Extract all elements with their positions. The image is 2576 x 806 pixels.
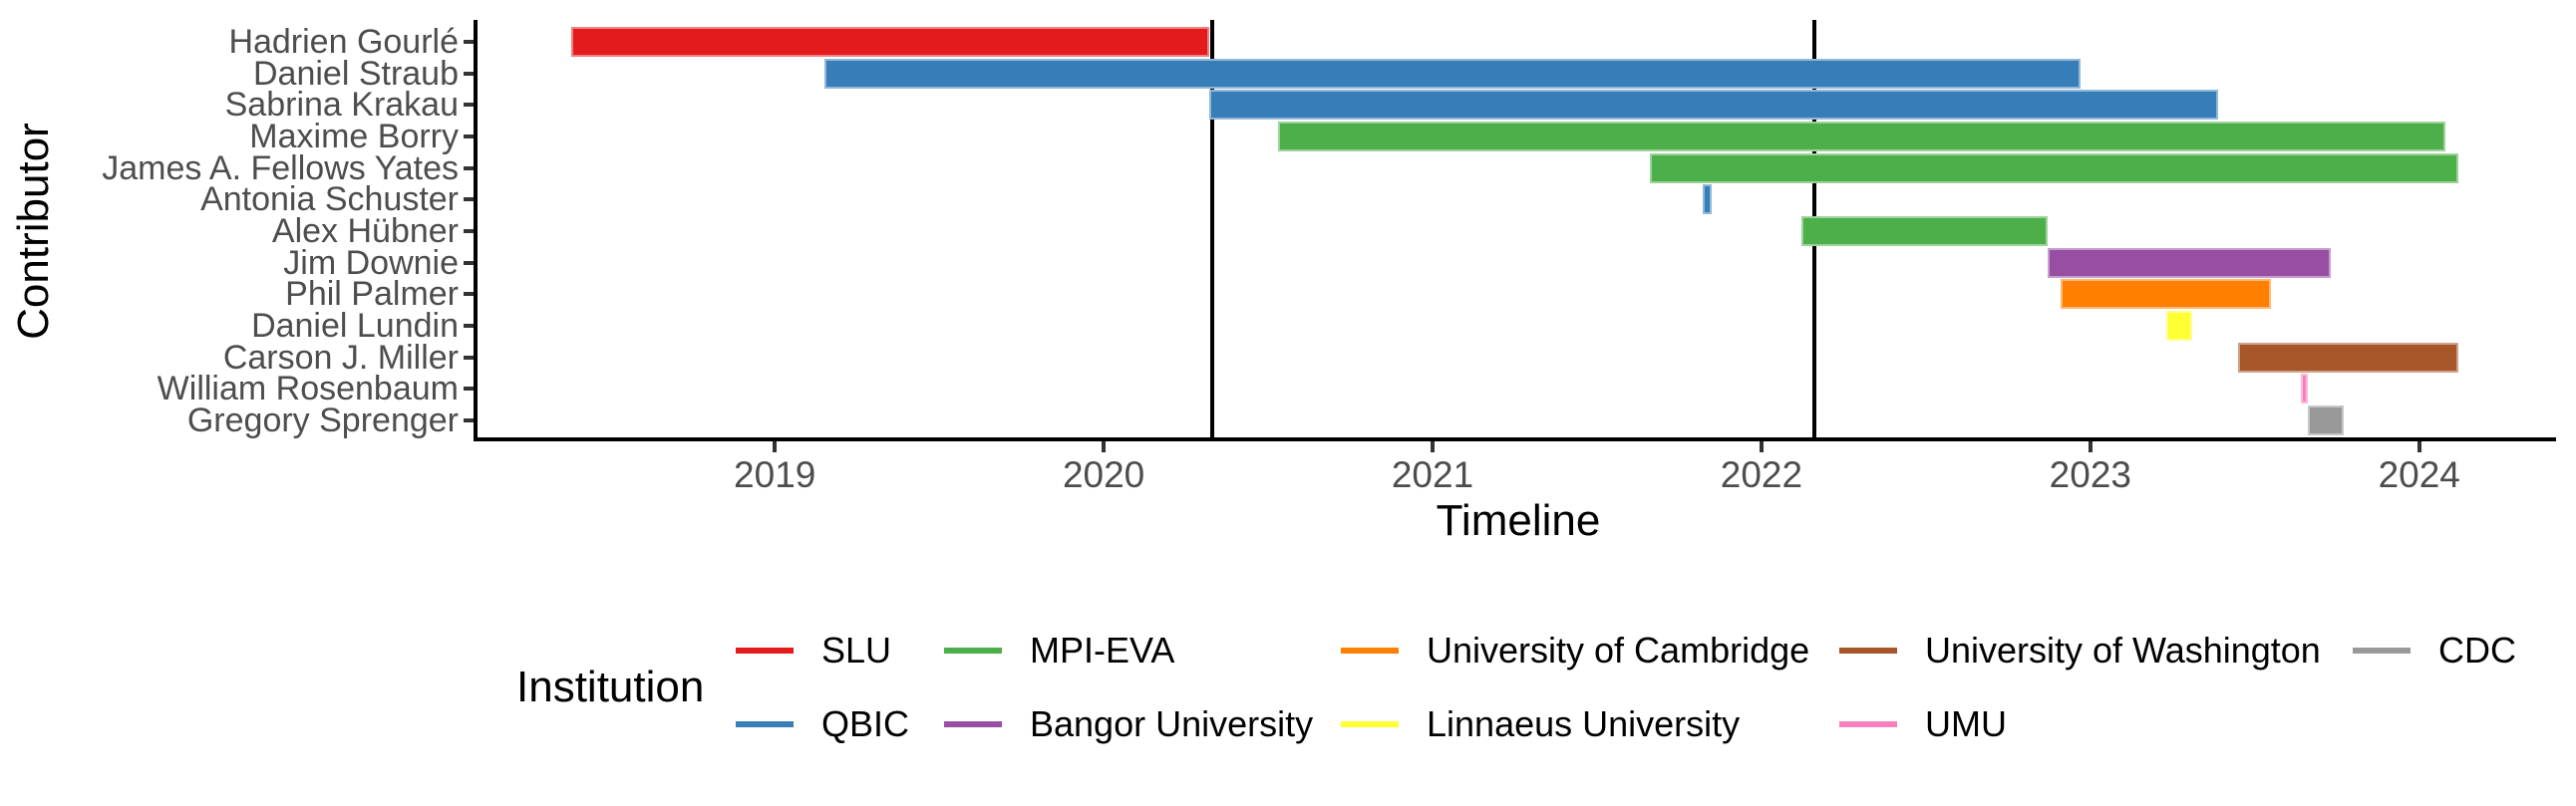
legend-label: SLU [821, 630, 892, 671]
contributor-label: Hadrien Gourlé [228, 23, 459, 61]
legend-key [1341, 648, 1399, 654]
y-tick [464, 134, 474, 138]
x-tick [1759, 441, 1764, 452]
x-tick-label: 2022 [1720, 454, 1803, 495]
contributor-label: Gregory Sprenger [186, 402, 459, 440]
legend-label: Bangor University [1030, 703, 1314, 744]
legend-label: University of Cambridge [1427, 630, 1810, 671]
legend-title: Institution [516, 663, 705, 711]
legend-key [944, 648, 1002, 654]
gantt-bar [823, 58, 2081, 89]
x-axis-line [474, 437, 2556, 441]
gantt-bar [1702, 184, 1713, 215]
contributor-label: Sabrina Krakau [224, 86, 459, 125]
legend-key [2353, 648, 2411, 654]
y-tick [464, 387, 474, 392]
y-tick [464, 197, 474, 202]
x-tick [1431, 441, 1436, 452]
legend-key [1341, 721, 1399, 727]
y-tick [464, 260, 474, 265]
legend-label: MPI-EVA [1030, 630, 1175, 671]
legend-key [736, 648, 794, 654]
gantt-bar [1208, 90, 2219, 121]
gantt-bar [2307, 405, 2344, 436]
gantt-bar [1277, 122, 2446, 151]
contributor-label: Phil Palmer [285, 275, 459, 314]
y-tick [464, 71, 474, 76]
legend-key [944, 721, 1002, 727]
legend-key [736, 721, 794, 727]
contributor-label: James A. Fellows Yates [102, 148, 459, 187]
contributor-label: Maxime Borry [249, 118, 459, 155]
x-tick [1102, 441, 1107, 452]
gantt-bar [2061, 279, 2272, 310]
legend-key [1839, 648, 1897, 654]
contributor-label: Daniel Straub [252, 54, 459, 93]
y-tick [464, 229, 474, 234]
legend-label: University of Washington [1925, 630, 2321, 671]
y-tick [464, 40, 474, 44]
contributor-label: Alex Hübner [271, 212, 459, 251]
legend-label: QBIC [821, 703, 910, 744]
x-tick [2416, 441, 2421, 452]
y-tick [464, 165, 474, 170]
gantt-bar [2238, 342, 2459, 373]
x-tick [2088, 441, 2093, 452]
y-tick [464, 324, 474, 329]
gantt-bar [2047, 247, 2331, 278]
x-tick [773, 441, 778, 452]
y-tick [464, 355, 474, 360]
legend-label: UMU [1925, 703, 2007, 744]
legend-label: Linnaeus University [1427, 703, 1741, 744]
contributor-label: Daniel Lundin [251, 307, 459, 346]
y-tick [464, 103, 474, 108]
legend-label: CDC [2438, 630, 2516, 671]
legend-key [1839, 721, 1897, 727]
contributor-label: Carson J. Miller [222, 338, 459, 377]
gantt-bar [2165, 311, 2193, 342]
x-tick-label: 2019 [734, 454, 816, 495]
x-tick-label: 2021 [1391, 454, 1474, 495]
gantt-bar [1649, 152, 2459, 183]
contributor-label: Jim Downie [283, 243, 459, 282]
event-line [1209, 20, 1214, 441]
gantt-bar [570, 27, 1209, 57]
x-tick-label: 2020 [1062, 454, 1145, 495]
y-tick [464, 418, 474, 423]
gantt-bar [2300, 374, 2308, 404]
gantt-bar [1800, 216, 2048, 247]
x-axis-title: Timeline [1436, 496, 1601, 545]
y-axis-title: Contributor [9, 123, 58, 340]
y-tick [464, 292, 474, 297]
y-axis-line [474, 20, 478, 441]
x-tick-label: 2024 [2378, 454, 2460, 495]
contributor-label: William Rosenbaum [157, 370, 459, 408]
contributor-label: Antonia Schuster [200, 180, 459, 219]
x-tick-label: 2023 [2049, 454, 2131, 495]
